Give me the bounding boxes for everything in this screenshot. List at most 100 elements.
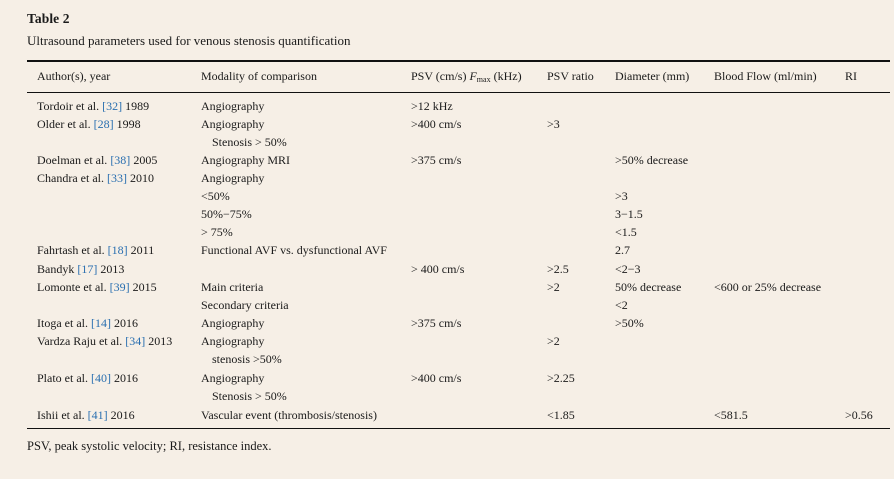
header-ri: RI bbox=[845, 69, 857, 83]
diameter-cell: 3−1.5 bbox=[615, 207, 643, 221]
author-name: Fahrtash et al. bbox=[37, 243, 108, 257]
diameter-cell: >50% bbox=[615, 316, 644, 330]
modality-cell: stenosis >50% bbox=[212, 352, 282, 366]
author-name: Itoga et al. bbox=[37, 316, 91, 330]
author-cell: Lomonte et al. [39] 2015 bbox=[37, 280, 157, 294]
modality-cell: > 75% bbox=[201, 225, 233, 239]
ri-cell: >0.56 bbox=[845, 408, 873, 422]
header-diameter: Diameter (mm) bbox=[615, 69, 690, 83]
psv-ratio-cell: >3 bbox=[547, 117, 560, 131]
modality-cell: 50%−75% bbox=[201, 207, 252, 221]
author-cell: Doelman et al. [38] 2005 bbox=[37, 153, 157, 167]
author-year: 1989 bbox=[122, 99, 150, 113]
modality-cell: Stenosis > 50% bbox=[212, 135, 287, 149]
psv-cell: >375 cm/s bbox=[411, 316, 462, 330]
header-psv-prefix: PSV (cm/s) bbox=[411, 69, 470, 83]
bottom-rule bbox=[27, 428, 890, 429]
header-psv-f: F bbox=[469, 69, 477, 83]
author-year: 2013 bbox=[97, 262, 125, 276]
blood-flow-cell: <600 or 25% decrease bbox=[714, 280, 822, 294]
header-psv-sub: max bbox=[476, 75, 491, 84]
modality-cell: Angiography bbox=[201, 334, 265, 348]
author-year: 2016 bbox=[110, 316, 138, 330]
author-year: 2015 bbox=[129, 280, 157, 294]
author-name: Ishii et al. bbox=[37, 408, 88, 422]
author-year: 2016 bbox=[111, 371, 138, 385]
author-name: Older et al. bbox=[37, 117, 94, 131]
header-psv-ratio: PSV ratio bbox=[547, 69, 594, 83]
modality-cell: Main criteria bbox=[201, 280, 264, 294]
author-name: Doelman et al. bbox=[37, 153, 111, 167]
citation-link[interactable]: [14] bbox=[90, 316, 111, 330]
modality-cell: Functional AVF vs. dysfunctional AVF bbox=[201, 243, 387, 257]
modality-cell: Angiography bbox=[201, 316, 265, 330]
author-name: Plato et al. bbox=[37, 371, 91, 385]
author-year: 2005 bbox=[130, 153, 158, 167]
citation-link[interactable]: [28] bbox=[93, 117, 114, 131]
modality-cell: Vascular event (thrombosis/stenosis) bbox=[201, 408, 377, 422]
author-name: Tordoir et al. bbox=[37, 99, 103, 113]
author-name: Chandra et al. bbox=[37, 171, 107, 185]
citation-link[interactable]: [40] bbox=[91, 371, 111, 385]
author-year: 2011 bbox=[127, 243, 155, 257]
author-year: 2010 bbox=[126, 171, 154, 185]
psv-cell: >400 cm/s bbox=[411, 371, 462, 385]
diameter-cell: <2−3 bbox=[615, 262, 641, 276]
modality-cell: Angiography bbox=[201, 99, 265, 113]
diameter-cell: 2.7 bbox=[615, 243, 630, 257]
psv-cell: >400 cm/s bbox=[411, 117, 462, 131]
diameter-cell: <1.5 bbox=[615, 225, 637, 239]
table-caption: Ultrasound parameters used for venous st… bbox=[27, 33, 351, 48]
citation-link[interactable]: [32] bbox=[102, 99, 123, 113]
diameter-cell: >3 bbox=[615, 189, 628, 203]
psv-cell: >375 cm/s bbox=[411, 153, 462, 167]
author-name: Lomonte et al. bbox=[37, 280, 110, 294]
psv-cell: >12 kHz bbox=[411, 99, 453, 113]
modality-cell: <50% bbox=[201, 189, 230, 203]
psv-ratio-cell: >2.5 bbox=[547, 262, 569, 276]
author-name: Vardza Raju et al. bbox=[37, 334, 126, 348]
table-footnote: PSV, peak systolic velocity; RI, resista… bbox=[27, 439, 272, 453]
header-blood-flow: Blood Flow (ml/min) bbox=[714, 69, 817, 83]
citation-link[interactable]: [18] bbox=[107, 243, 128, 257]
author-cell: Chandra et al. [33] 2010 bbox=[37, 171, 154, 185]
table-label: Table 2 bbox=[27, 11, 70, 26]
citation-link[interactable]: [34] bbox=[125, 334, 146, 348]
modality-cell: Angiography bbox=[201, 171, 265, 185]
psv-ratio-cell: >2.25 bbox=[547, 371, 575, 385]
author-cell: Older et al. [28] 1998 bbox=[37, 117, 141, 131]
author-name: Bandyk bbox=[37, 262, 78, 276]
author-cell: Fahrtash et al. [18] 2011 bbox=[37, 243, 154, 257]
blood-flow-cell: <581.5 bbox=[714, 408, 748, 422]
psv-cell: > 400 cm/s bbox=[411, 262, 465, 276]
citation-link[interactable]: [33] bbox=[106, 171, 127, 185]
psv-ratio-cell: <1.85 bbox=[547, 408, 575, 422]
modality-cell: Angiography bbox=[201, 371, 265, 385]
header-psv-suffix: (kHz) bbox=[490, 69, 522, 83]
diameter-cell: <2 bbox=[615, 298, 628, 312]
modality-cell: Angiography MRI bbox=[201, 153, 290, 167]
citation-link[interactable]: [41] bbox=[87, 408, 108, 422]
citation-link[interactable]: [39] bbox=[109, 280, 130, 294]
citation-link[interactable]: [17] bbox=[77, 262, 98, 276]
header-modality: Modality of comparison bbox=[201, 69, 317, 83]
author-cell: Plato et al. [40] 2016 bbox=[37, 371, 138, 385]
top-rule bbox=[27, 60, 890, 62]
citation-link[interactable]: [38] bbox=[110, 153, 131, 167]
psv-ratio-cell: >2 bbox=[547, 280, 560, 294]
author-cell: Itoga et al. [14] 2016 bbox=[37, 316, 138, 330]
author-cell: Ishii et al. [41] 2016 bbox=[37, 408, 135, 422]
author-year: 1998 bbox=[113, 117, 141, 131]
header-rule bbox=[27, 92, 890, 93]
psv-ratio-cell: >2 bbox=[547, 334, 560, 348]
header-author: Author(s), year bbox=[37, 69, 111, 83]
modality-cell: Angiography bbox=[201, 117, 265, 131]
author-cell: Tordoir et al. [32] 1989 bbox=[37, 99, 149, 113]
diameter-cell: >50% decrease bbox=[615, 153, 689, 167]
author-cell: Vardza Raju et al. [34] 2013 bbox=[37, 334, 172, 348]
author-year: 2016 bbox=[107, 408, 135, 422]
modality-cell: Stenosis > 50% bbox=[212, 389, 287, 403]
header-psv: PSV (cm/s) Fmax (kHz) bbox=[411, 69, 522, 84]
author-year: 2013 bbox=[145, 334, 173, 348]
